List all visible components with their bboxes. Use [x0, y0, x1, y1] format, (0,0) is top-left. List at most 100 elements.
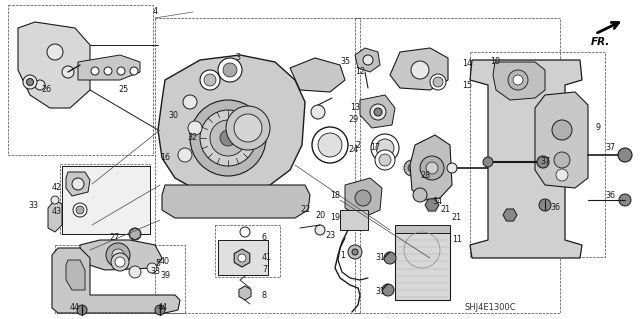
Circle shape — [315, 225, 325, 235]
Circle shape — [77, 305, 87, 315]
Text: 39: 39 — [160, 271, 170, 279]
Text: 20: 20 — [315, 211, 325, 219]
Circle shape — [210, 120, 246, 156]
Circle shape — [420, 156, 444, 180]
Bar — [62, 166, 150, 234]
Circle shape — [371, 134, 399, 162]
Polygon shape — [66, 172, 90, 196]
Circle shape — [238, 254, 246, 262]
Circle shape — [220, 130, 236, 146]
Circle shape — [130, 67, 138, 75]
Polygon shape — [48, 200, 62, 232]
Circle shape — [552, 120, 572, 140]
Text: 29: 29 — [348, 115, 358, 124]
Text: 14: 14 — [462, 60, 472, 69]
Text: 1: 1 — [340, 251, 345, 261]
Text: 31: 31 — [375, 287, 385, 296]
Circle shape — [430, 74, 446, 90]
Circle shape — [91, 67, 99, 75]
Text: 8: 8 — [262, 291, 267, 300]
Circle shape — [312, 127, 348, 163]
Text: 3: 3 — [235, 54, 240, 63]
Circle shape — [218, 58, 242, 82]
Polygon shape — [162, 185, 310, 218]
Text: 40: 40 — [160, 257, 170, 266]
Circle shape — [539, 199, 551, 211]
Circle shape — [556, 169, 568, 181]
Text: 18: 18 — [330, 191, 340, 201]
Circle shape — [47, 44, 63, 60]
Text: 35: 35 — [340, 57, 350, 66]
Circle shape — [72, 178, 84, 190]
Text: 36: 36 — [605, 190, 615, 199]
Text: 19: 19 — [330, 213, 340, 222]
Circle shape — [382, 284, 394, 296]
Polygon shape — [390, 48, 448, 90]
Circle shape — [106, 243, 130, 267]
Text: 17: 17 — [370, 144, 380, 152]
Text: 15: 15 — [462, 81, 472, 91]
Circle shape — [190, 100, 266, 176]
Circle shape — [178, 148, 192, 162]
Circle shape — [375, 150, 395, 170]
Text: FR.: FR. — [590, 37, 610, 47]
Bar — [340, 210, 368, 230]
Circle shape — [155, 305, 165, 315]
Circle shape — [234, 114, 262, 142]
Polygon shape — [535, 92, 588, 188]
Polygon shape — [78, 55, 140, 80]
Circle shape — [26, 78, 33, 85]
Circle shape — [411, 61, 429, 79]
Bar — [60, 164, 150, 234]
Bar — [470, 52, 605, 257]
Circle shape — [508, 70, 528, 90]
Text: 31: 31 — [375, 254, 385, 263]
Circle shape — [104, 67, 112, 75]
Text: 13: 13 — [350, 103, 360, 113]
Circle shape — [240, 227, 250, 237]
Circle shape — [355, 190, 371, 206]
Circle shape — [404, 160, 420, 176]
Text: 25: 25 — [118, 85, 128, 94]
Bar — [355, 18, 560, 313]
Circle shape — [348, 245, 362, 259]
Text: 30: 30 — [168, 112, 178, 121]
Circle shape — [352, 249, 358, 255]
Circle shape — [619, 194, 631, 206]
Text: 34: 34 — [432, 197, 442, 206]
Circle shape — [529, 162, 541, 174]
Text: 42: 42 — [52, 183, 62, 192]
Polygon shape — [18, 22, 90, 108]
Polygon shape — [470, 60, 582, 258]
Text: 26: 26 — [42, 85, 52, 94]
Circle shape — [513, 75, 523, 85]
Circle shape — [363, 55, 373, 65]
Text: 44: 44 — [70, 302, 80, 311]
Text: 16: 16 — [160, 153, 170, 162]
Text: 22: 22 — [300, 205, 310, 214]
Circle shape — [183, 95, 197, 109]
Circle shape — [188, 121, 202, 135]
Polygon shape — [345, 178, 382, 218]
Polygon shape — [130, 228, 140, 240]
Text: 10: 10 — [490, 57, 500, 66]
Text: 27: 27 — [109, 234, 120, 242]
Circle shape — [117, 67, 125, 75]
Bar — [395, 225, 450, 233]
Circle shape — [554, 152, 570, 168]
Text: 21: 21 — [440, 205, 450, 214]
Text: 37: 37 — [605, 144, 615, 152]
Text: 43: 43 — [52, 207, 62, 217]
Polygon shape — [80, 240, 162, 270]
Text: 23: 23 — [325, 231, 335, 240]
Text: 24: 24 — [348, 145, 358, 154]
Circle shape — [426, 162, 438, 174]
Text: 44: 44 — [158, 302, 168, 311]
Bar — [55, 245, 185, 313]
Text: 33: 33 — [150, 268, 160, 277]
Text: 4: 4 — [152, 8, 157, 17]
Circle shape — [200, 110, 256, 166]
Bar — [8, 5, 153, 155]
Circle shape — [311, 105, 325, 119]
Circle shape — [112, 249, 124, 261]
